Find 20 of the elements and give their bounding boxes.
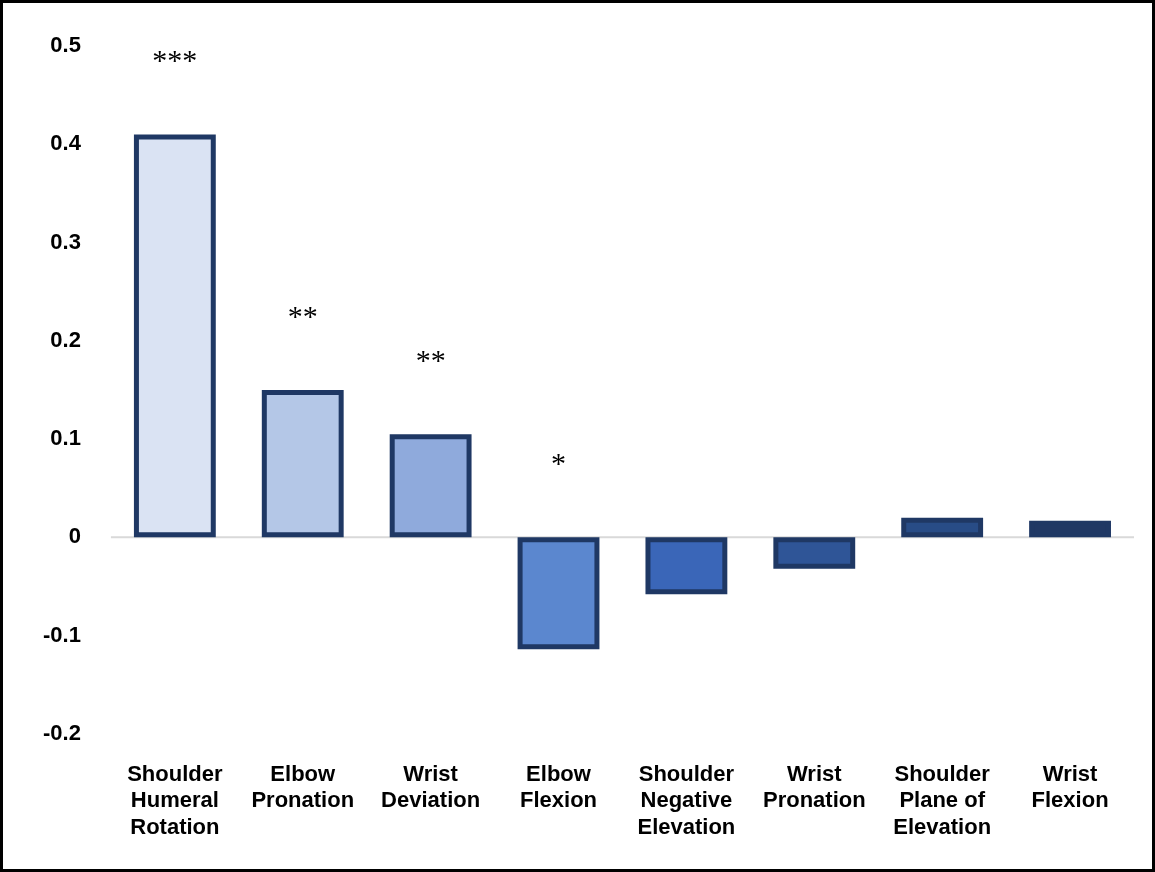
annotation: ** <box>415 343 446 377</box>
annotation: * <box>551 446 567 480</box>
y-tick-label: 0.4 <box>50 130 82 156</box>
y-tick-label: 0.3 <box>50 228 81 254</box>
x-tick-label: Shoulder Humeral Rotation <box>127 761 223 839</box>
y-tick-label: -0.1 <box>42 621 81 647</box>
y-tick-label: 0.2 <box>50 326 81 352</box>
x-tick-label: Wrist Pronation <box>762 761 866 813</box>
y-tick-label: 0 <box>68 523 81 549</box>
y-tick-label: -0.2 <box>42 719 81 745</box>
x-tick-label: Elbow Flexion <box>520 761 598 813</box>
x-tick-label: Wrist Flexion <box>1031 761 1109 813</box>
y-tick-label: 0.1 <box>50 425 81 451</box>
y-tick-label: 0.5 <box>50 32 81 58</box>
x-tick-label: Shoulder Negative Elevation <box>637 761 736 839</box>
x-tick-label: Elbow Pronation <box>251 761 355 813</box>
x-tick-label: Shoulder Plane of Elevation <box>893 761 992 839</box>
x-tick-label: Wrist Deviation <box>381 761 481 813</box>
annotation: *** <box>152 43 198 77</box>
annotation: ** <box>287 298 318 332</box>
